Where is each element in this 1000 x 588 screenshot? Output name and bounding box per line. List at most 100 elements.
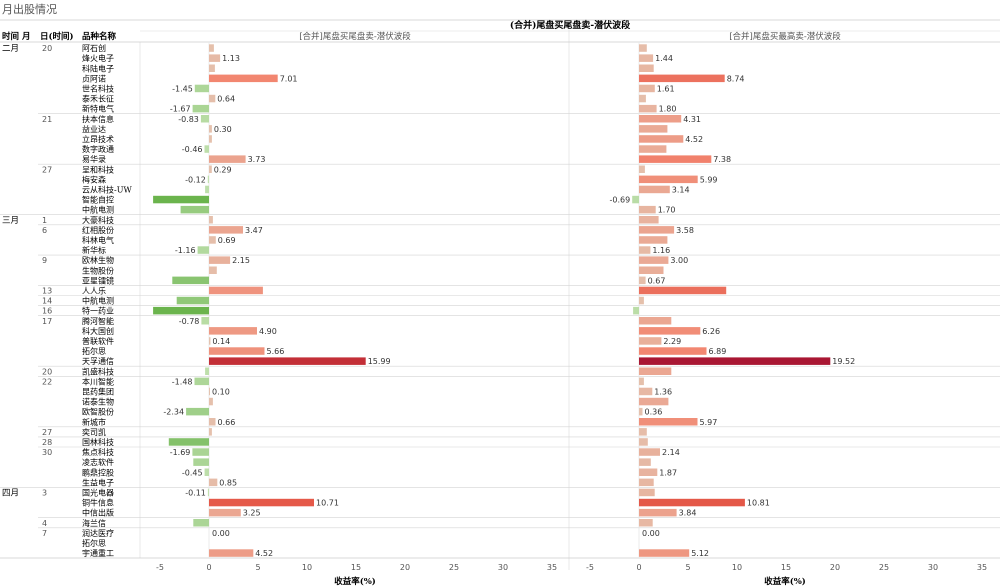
bar-panel-1 — [201, 317, 209, 325]
bar-panel-2 — [639, 236, 668, 244]
data-label-panel-1: 4.52 — [255, 549, 273, 558]
stock-name-label: 中航电测 — [82, 205, 114, 215]
data-label-panel-2: -0.69 — [609, 196, 630, 205]
stock-name-label: 益业达 — [82, 124, 106, 134]
bar-panel-1 — [205, 367, 209, 375]
bar-panel-1 — [209, 165, 212, 173]
bar-panel-2 — [639, 327, 701, 335]
bar-panel-1 — [194, 377, 209, 386]
bar-panel-1 — [209, 357, 366, 365]
stock-name-label: 中信出版 — [82, 508, 114, 518]
data-label-panel-2: 1.80 — [659, 105, 677, 114]
stock-name-label: 大豪科技 — [82, 215, 114, 225]
month-label: 二月 — [2, 44, 19, 54]
bar-panel-2 — [639, 337, 662, 345]
bar-panel-1 — [153, 195, 209, 204]
bar-panel-1 — [209, 266, 217, 274]
stock-name-label: 泰禾长征 — [82, 94, 114, 104]
data-label-panel-1: -1.67 — [170, 105, 191, 114]
day-label: 3 — [42, 488, 47, 497]
stock-name-label: 国林科技 — [82, 437, 114, 447]
stock-name-label: 人人乐 — [82, 285, 106, 295]
stock-name-label: 腾河智能 — [82, 316, 114, 326]
day-label: 6 — [42, 226, 47, 235]
panel-1-title: [合并]尾盘买尾盘卖-潜伏波段 — [299, 31, 411, 42]
stock-name-label: 世名科技 — [82, 83, 114, 93]
month-label: 三月 — [2, 216, 19, 226]
stock-name-label: 拓尔思 — [82, 538, 106, 548]
x-tick-label-panel-2: 35 — [977, 563, 987, 572]
bar-panel-1 — [209, 327, 257, 335]
data-label-panel-1: 0.69 — [218, 236, 236, 245]
data-label-panel-1: 5.66 — [267, 347, 285, 356]
bar-panel-1 — [209, 387, 210, 396]
stock-name-label: 科林电气 — [82, 235, 114, 245]
data-label-panel-1: 0.29 — [214, 165, 232, 174]
bar-panel-2 — [639, 387, 653, 396]
bar-panel-1 — [209, 347, 265, 355]
stock-name-label: 昆药集团 — [82, 386, 114, 396]
bar-panel-1 — [209, 64, 215, 72]
data-label-panel-2: 3.84 — [679, 509, 697, 518]
stock-name-label: 科大国创 — [82, 326, 114, 336]
data-label-panel-2: 1.36 — [654, 387, 672, 396]
data-label-panel-1: -0.45 — [182, 468, 203, 477]
col-day-header: 日(时间) — [40, 31, 74, 42]
stock-name-label: 凯盛科技 — [82, 366, 114, 376]
bar-panel-2 — [639, 94, 646, 103]
stock-name-label: 生物股份 — [82, 265, 114, 275]
stock-name-label: 宇通重工 — [82, 548, 114, 558]
stock-name-label: 科陆电子 — [82, 63, 114, 73]
data-label-panel-2: 3.58 — [676, 226, 694, 235]
bar-panel-2 — [639, 216, 659, 224]
bar-panel-1 — [209, 508, 241, 517]
data-label-panel-1: 15.99 — [368, 357, 391, 366]
day-label: 27 — [42, 165, 52, 174]
stock-name-label: 立昂技术 — [82, 134, 114, 144]
bar-panel-2 — [639, 256, 669, 264]
day-label: 16 — [42, 307, 52, 316]
bar-panel-1 — [180, 205, 209, 214]
day-label: 14 — [42, 297, 52, 306]
stock-name-label: 阿石创 — [82, 43, 106, 53]
data-label-panel-1: 0.14 — [212, 337, 230, 346]
bar-panel-1 — [194, 84, 209, 93]
col-name-header: 品种名称 — [82, 31, 117, 42]
bar-panel-1 — [209, 216, 213, 224]
bar-panel-2 — [639, 276, 646, 285]
data-label-panel-2: 10.81 — [747, 499, 770, 508]
bar-panel-2 — [639, 185, 670, 194]
stock-name-label: 呈和科技 — [82, 164, 114, 174]
data-label-panel-1: 2.15 — [232, 256, 250, 265]
stock-name-label: 奕司凯 — [82, 427, 106, 437]
bar-panel-1 — [209, 498, 314, 507]
data-label-panel-1: -1.48 — [172, 377, 193, 386]
bar-panel-2 — [633, 306, 639, 315]
bar-panel-1 — [172, 276, 209, 285]
stock-name-label: 贞阿诺 — [82, 73, 106, 83]
bar-panel-2 — [639, 478, 654, 487]
bar-panel-1 — [200, 115, 209, 123]
data-label-panel-2: 5.99 — [700, 175, 718, 184]
x-tick-label-panel-1: -5 — [156, 563, 164, 572]
data-label-panel-1: -1.45 — [172, 84, 193, 93]
bar-panel-2 — [639, 44, 647, 52]
bar-panel-2 — [639, 448, 660, 456]
bar-panel-2 — [639, 54, 654, 62]
stock-name-label: 中航电测 — [82, 296, 114, 306]
day-label: 22 — [42, 377, 52, 386]
bar-panel-1 — [209, 155, 246, 163]
x-tick-label-panel-1: 25 — [449, 563, 459, 572]
bar-panel-2 — [639, 175, 698, 184]
bar-panel-1 — [168, 438, 209, 446]
bar-panel-2 — [639, 549, 690, 557]
data-label-panel-1: -0.11 — [185, 488, 206, 497]
bar-panel-2 — [639, 74, 725, 83]
panel-1-xlabel: 收益率(%) — [334, 576, 376, 587]
stock-name-label: 智能自控 — [82, 195, 114, 205]
x-tick-label-panel-1: 0 — [206, 563, 211, 572]
bar-panel-2 — [639, 488, 655, 497]
x-tick-label-panel-1: 35 — [547, 563, 557, 572]
day-label: 4 — [42, 519, 47, 528]
